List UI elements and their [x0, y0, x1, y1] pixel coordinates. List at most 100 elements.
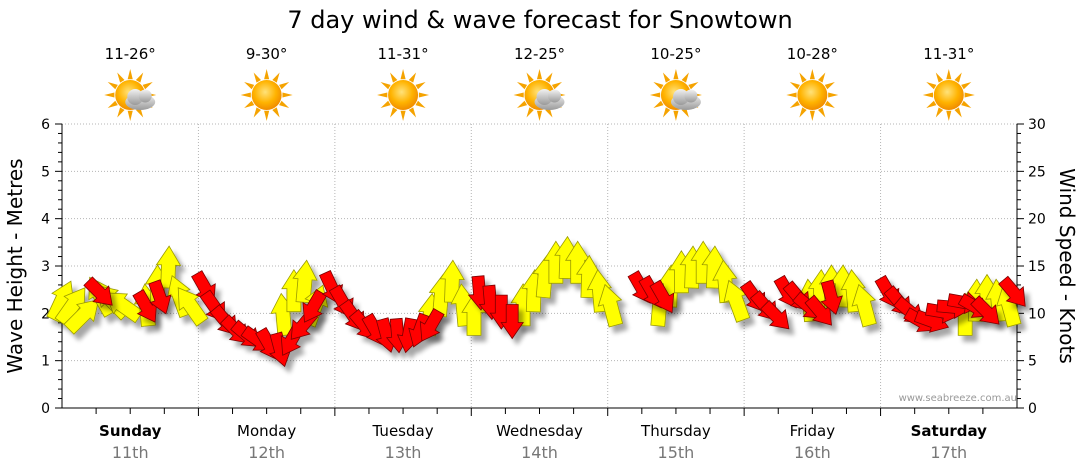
sun-ray: [964, 92, 975, 98]
sun-icon: [922, 69, 975, 121]
sun-ray: [818, 72, 826, 83]
sun-ray: [536, 69, 543, 80]
day-date: 16th: [794, 443, 831, 462]
sun-icon: [240, 69, 293, 121]
left-axis: 0 1 2 3 4 5 6: [41, 117, 62, 417]
right-tick-label: 10: [1028, 306, 1046, 322]
sun-ray: [926, 82, 937, 90]
sun-ray: [244, 100, 255, 108]
sun-ray: [954, 72, 962, 83]
sun-ray: [400, 110, 406, 121]
sun-ray: [935, 107, 944, 118]
sun-ray: [127, 110, 133, 121]
right-tick-label: 15: [1028, 259, 1046, 275]
sun-ray: [408, 72, 417, 83]
wave-arrow: [998, 275, 1026, 307]
sun-ray: [828, 92, 839, 98]
wave-arrow: [83, 276, 113, 306]
cloud-puff: [127, 89, 144, 105]
wave-arrow: [970, 295, 1000, 325]
wave-series: [83, 269, 1026, 368]
wave-arrow: [419, 307, 445, 342]
temperature-range: 9-30°: [246, 45, 288, 63]
cloud-puff: [684, 89, 698, 103]
sun-ray: [545, 107, 553, 118]
sun-ray: [272, 72, 280, 83]
sun-ray: [107, 82, 118, 90]
sun-ray: [390, 107, 398, 118]
sun-ray: [688, 82, 699, 90]
right-tick-label: 0: [1028, 401, 1037, 417]
sun-ray: [418, 92, 430, 98]
day-date: 11th: [112, 443, 149, 462]
sun-ray: [516, 100, 528, 108]
sun-ray: [380, 82, 391, 90]
sun-ray: [673, 110, 679, 121]
sun-ray: [117, 72, 125, 83]
sun-icon: [786, 69, 839, 121]
cloud-shape: [670, 89, 701, 110]
left-tick-label: 3: [41, 259, 50, 275]
left-tick-label: 5: [41, 164, 50, 180]
sun-ray: [551, 82, 563, 90]
day-name: Sunday: [99, 422, 162, 440]
temperature-range: 10-25°: [650, 45, 701, 63]
sun-ray: [961, 82, 972, 90]
sun-ray: [127, 69, 133, 80]
sun-ray: [961, 100, 972, 108]
sun-ray: [117, 107, 125, 118]
sun-ray: [922, 92, 933, 98]
sun-ray: [408, 107, 417, 118]
right-axis: 0 5 10 15 20 25 30: [1017, 117, 1046, 417]
left-tick-label: 4: [41, 212, 50, 228]
day-date: 14th: [521, 443, 558, 462]
cloud-shape: [534, 89, 565, 110]
sun-ray: [415, 82, 426, 90]
cloud-puff: [548, 89, 561, 103]
wind-arrow: [177, 287, 209, 327]
sun-ray: [380, 100, 391, 108]
temperature-range: 10-28°: [787, 45, 838, 63]
sun-disc: [388, 80, 419, 110]
sun-ray: [135, 72, 144, 83]
sun-icon: [377, 69, 430, 121]
sun-ray: [653, 100, 664, 108]
sun-ray: [264, 110, 270, 121]
sun-ray: [935, 72, 944, 83]
temperature-range: 11-31°: [378, 45, 429, 63]
sun-ray: [946, 69, 952, 80]
sun-ray: [653, 82, 664, 90]
sun-ray: [513, 92, 524, 98]
right-tick-label: 5: [1028, 354, 1037, 370]
wave-arrow: [760, 299, 790, 330]
sun-ray: [264, 69, 270, 80]
sun-ray: [240, 92, 251, 98]
sun-ray: [662, 107, 671, 118]
sun-ray: [681, 107, 689, 118]
right-axis-label: Wind Speed - Knots: [1055, 168, 1079, 364]
partly-cloudy-icon: [649, 69, 702, 121]
sun-ray: [282, 92, 293, 98]
day-date: 15th: [658, 443, 695, 462]
day-name: Tuesday: [372, 422, 434, 440]
sun-disc: [797, 80, 828, 110]
sun-ray: [789, 82, 800, 90]
day-name: Monday: [237, 422, 296, 440]
sun-ray: [279, 82, 290, 90]
day-date: 17th: [930, 443, 967, 462]
sun-ray: [135, 107, 144, 118]
sun-ray: [545, 72, 553, 83]
right-tick-label: 25: [1028, 164, 1046, 180]
partly-cloudy-icon: [104, 69, 157, 121]
wind-arrow: [292, 259, 318, 304]
sun-ray: [649, 92, 661, 98]
cloud-puff: [536, 89, 553, 105]
sun-ray: [818, 107, 826, 118]
sun-ray: [824, 100, 835, 108]
right-tick-label: 30: [1028, 117, 1046, 133]
sun-ray: [516, 82, 528, 90]
day-name: Friday: [790, 422, 836, 440]
wave-arrow: [649, 279, 675, 314]
sun-ray: [946, 110, 952, 121]
